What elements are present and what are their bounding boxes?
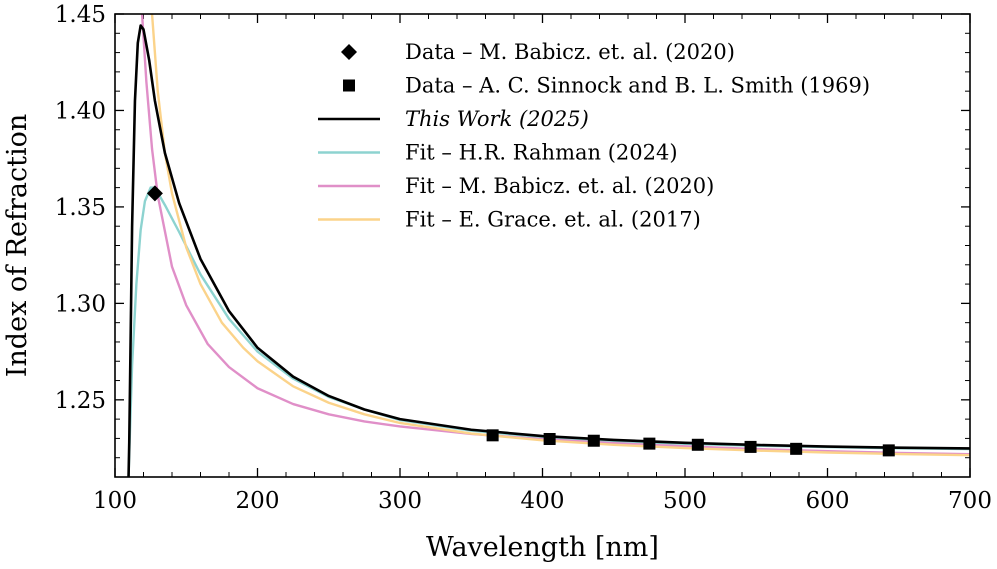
x-axis-title: Wavelength [nm] <box>426 532 659 563</box>
data-point-square <box>691 438 704 451</box>
legend-entry-label: This Work (2025) <box>405 107 589 131</box>
x-tick-label: 700 <box>948 488 992 514</box>
x-tick-label: 300 <box>378 488 422 514</box>
series-line-2 <box>127 24 970 477</box>
y-tick-label: 1.45 <box>55 2 106 28</box>
axes: 100 200 300 400 500 600 700 1.25 1.30 1.35 1.40 1.4… <box>55 2 992 514</box>
data-point-diamond <box>146 185 163 202</box>
x-tick-label: 400 <box>521 488 565 514</box>
series-layer <box>127 14 970 477</box>
data-point-square <box>543 432 556 445</box>
y-axis-title: Index of Refraction <box>2 114 33 378</box>
marker-layer <box>146 185 895 457</box>
data-point-square <box>790 442 803 455</box>
legend-entry-label: Data – M. Babicz. et. al. (2020) <box>405 40 735 64</box>
y-tick-label: 1.40 <box>55 98 106 124</box>
legend-marker-diamond <box>341 44 357 60</box>
legend-entry-label: Fit – M. Babicz. et. al. (2020) <box>405 174 714 198</box>
data-point-square <box>587 434 600 447</box>
series-line-5 <box>150 14 970 457</box>
y-tick-label: 1.35 <box>55 195 106 221</box>
legend-marker-square <box>343 79 355 92</box>
legend-entry-label: Fit – E. Grace. et. al. (2017) <box>405 208 701 232</box>
legend: Data – M. Babicz. et. al. (2020) Data – A… <box>318 40 870 232</box>
data-point-square <box>744 440 757 453</box>
series-line-4 <box>140 14 970 456</box>
x-tick-label: 100 <box>93 488 137 514</box>
y-tick-label: 1.25 <box>55 388 106 414</box>
y-tick-label: 1.30 <box>55 291 106 317</box>
x-tick-label: 200 <box>236 488 280 514</box>
x-tick-label: 600 <box>806 488 850 514</box>
data-point-square <box>882 444 895 457</box>
data-point-square <box>486 429 499 442</box>
legend-entry-label: Data – A. C. Sinnock and B. L. Smith (19… <box>405 74 870 98</box>
data-point-square <box>643 437 656 450</box>
legend-entry-label: Fit – H.R. Rahman (2024) <box>405 141 678 165</box>
plot-frame <box>114 13 971 478</box>
x-tick-label: 500 <box>663 488 707 514</box>
